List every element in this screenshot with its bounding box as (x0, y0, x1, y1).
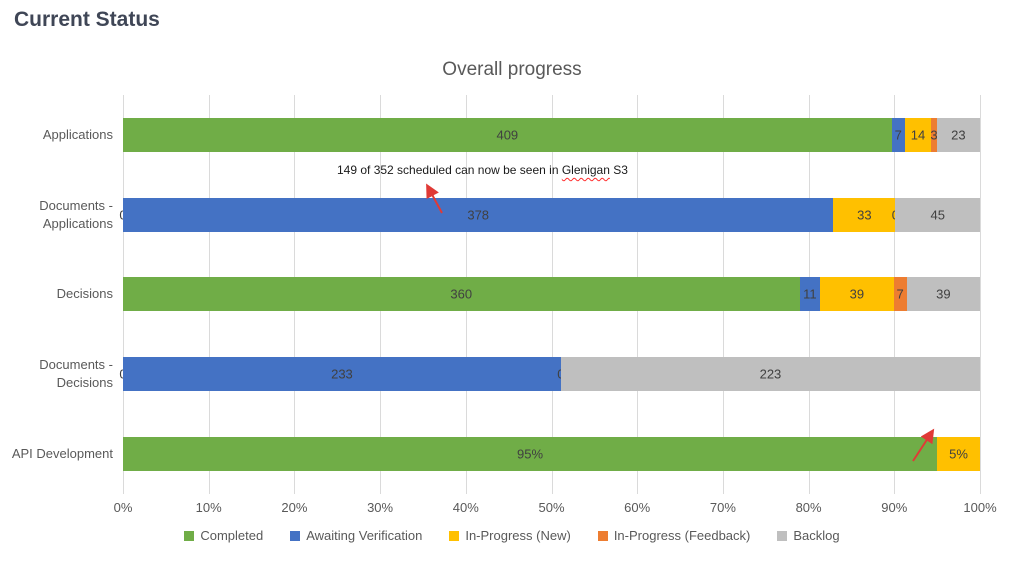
bar-segment-value: 378 (467, 207, 490, 223)
legend: Completed Awaiting Verification In-Progres… (0, 528, 1024, 543)
legend-swatch-icon (597, 530, 608, 541)
bar-segment (937, 437, 980, 472)
legend-swatch-icon (449, 530, 460, 541)
bar-segment-value: 7 (896, 286, 904, 302)
gridline (980, 95, 981, 494)
bar-segment (833, 197, 896, 232)
bar-segment (123, 117, 892, 152)
chart-row: API Development 95% 5% (12, 414, 980, 494)
legend-label: In-Progress (New) (465, 528, 571, 543)
category-label: Documents - Applications (39, 197, 113, 231)
stacked-bar: 409 7 14 3 23 (123, 117, 980, 152)
bar-segment-value: 7 (894, 127, 902, 143)
bar-segment (123, 357, 561, 392)
page-title: Current Status (14, 8, 160, 31)
bar-segment (123, 437, 938, 472)
legend-label: Awaiting Verification (306, 528, 423, 543)
bar-segment (904, 117, 932, 152)
bar-segment (906, 277, 980, 312)
bar-segment (893, 277, 907, 312)
legend-item: Awaiting Verification (290, 528, 422, 543)
bar-segment-value: 233 (331, 366, 353, 382)
annotation-text-prefix: 149 of 352 scheduled can now be seen in (337, 163, 562, 177)
bar-segment (799, 277, 821, 312)
legend-label: Completed (200, 528, 264, 543)
bar-segment-value: 33 (857, 207, 872, 223)
bar-segment (560, 357, 980, 392)
legend-swatch-icon (290, 530, 301, 541)
legend-swatch-icon (777, 530, 788, 541)
legend-swatch-icon (184, 530, 195, 541)
bar-segment-value: 39 (849, 286, 865, 302)
x-axis-tick-label: 50% (538, 500, 565, 515)
legend-item: Completed (184, 528, 263, 543)
stacked-bar: 037833045 (119, 197, 980, 232)
bar-segment-value: 23 (951, 127, 966, 143)
x-axis-tick-label: 70% (709, 500, 736, 515)
bar-segment-value: 11 (803, 286, 817, 302)
bar-segment-value: 360 (450, 286, 473, 302)
bar-segment (820, 277, 894, 312)
legend-label: Backlog (793, 528, 840, 543)
bar-segment-value: 95% (517, 446, 544, 462)
bar-segment-value: 3 (930, 127, 938, 143)
bar-segment-value: 45 (930, 207, 945, 223)
x-axis: 0% 10% 20% 30% 40% 50% 60% 70% 80% 90% 100% (114, 500, 997, 518)
category-label: API Development (11, 445, 113, 461)
category-label: Decisions (56, 286, 113, 302)
category-label: Documents - Decisions (39, 357, 113, 391)
x-axis-tick-label: 30% (367, 500, 394, 515)
bar-segment (123, 197, 834, 232)
stacked-bar: 95% 5% (123, 437, 980, 472)
bar-segment-value: 409 (496, 127, 519, 143)
x-axis-tick-label: 10% (195, 500, 222, 515)
x-axis-tick-label: 90% (881, 500, 908, 515)
annotation-misspelled-word: Glenigan (561, 163, 610, 177)
bar-segment (931, 117, 937, 152)
legend-item: Backlog (777, 528, 840, 543)
annotation: 149 of 352 scheduled can now be seen in … (337, 163, 628, 177)
stacked-bar: 360 11 39 7 39 (123, 277, 980, 312)
legend-item: In-Progress (Feedback) (597, 528, 751, 543)
plot-area: Applications 409 7 14 3 23 Documents - Applica… (12, 95, 981, 494)
x-axis-tick-label: 20% (281, 500, 308, 515)
category-label: Applications (42, 126, 113, 142)
legend-label: In-Progress (Feedback) (613, 528, 751, 543)
bar-segment-value: 14 (910, 127, 926, 143)
stacked-bar: 02330223 (119, 357, 980, 392)
chart-row: Applications 409 7 14 3 23 (43, 95, 980, 175)
bar-segment-value: 39 (936, 286, 951, 302)
chart-title: Overall progress (442, 59, 582, 80)
x-axis-tick-label: 0% (113, 500, 133, 515)
chart-row: Documents - Decisions02330223 (39, 334, 980, 414)
x-axis-tick-label: 100% (963, 500, 997, 515)
annotation-text-suffix: S3 (609, 163, 628, 177)
bar-segment (895, 197, 980, 232)
x-axis-tick-label: 80% (795, 500, 822, 515)
bar-segment (123, 277, 800, 312)
x-axis-tick-label: 40% (452, 500, 479, 515)
chart-row: Decisions 360 11 39 7 39 (57, 255, 980, 335)
chart-row: Documents - Applications037833045 (39, 175, 980, 255)
bar-segment-value: 5% (949, 446, 968, 462)
x-axis-tick-label: 60% (624, 500, 651, 515)
bar-segment-value: 223 (759, 366, 782, 382)
bar-segment (936, 117, 980, 152)
bar-segment (891, 117, 905, 152)
legend-item: In-Progress (New) (449, 528, 571, 543)
